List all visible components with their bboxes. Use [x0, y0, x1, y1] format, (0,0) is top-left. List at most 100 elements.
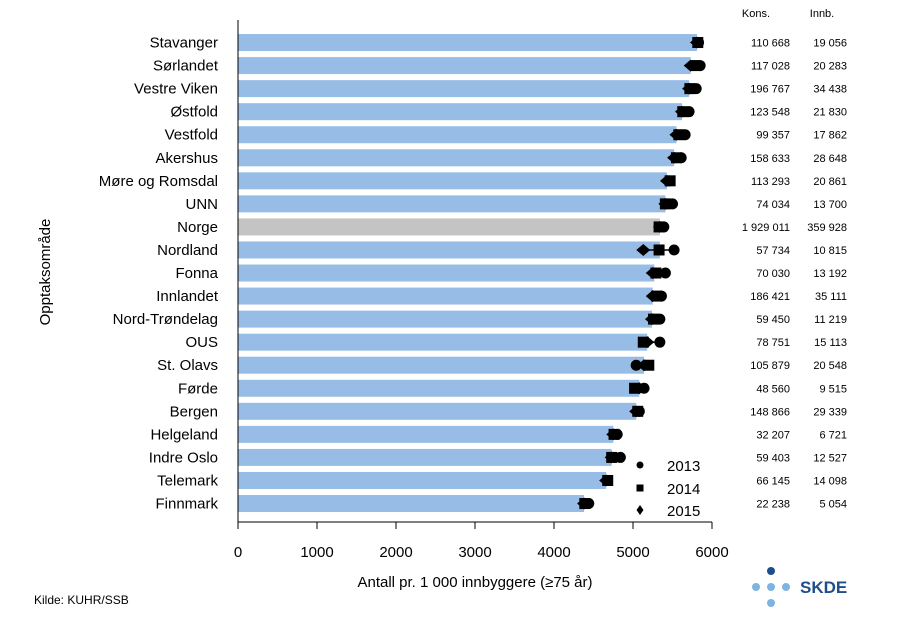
bar-5 [238, 149, 675, 167]
marker-2014-9 [653, 244, 665, 256]
category-label-12: Nord-Trøndelag [113, 311, 218, 328]
marker-2015-15 [632, 382, 647, 395]
table-cell-kons-14: 105 879 [750, 360, 790, 372]
bar-16 [238, 402, 637, 420]
marker-2015-4 [669, 128, 684, 141]
table-cell-kons-11: 186 421 [750, 291, 790, 303]
x-axis-label: Antall pr. 1 000 innbyggere (≥75 år) [357, 574, 592, 591]
logo-dot-top [767, 567, 775, 575]
table-cell-kons-15: 48 560 [756, 383, 790, 395]
table-cell-kons-5: 158 633 [750, 153, 790, 165]
category-label-6: Møre og Romsdal [99, 173, 218, 190]
table-cell-innb-17: 6 721 [819, 429, 847, 441]
table-cell-kons-1: 117 028 [751, 61, 790, 73]
table-cell-innb-18: 12 527 [813, 452, 847, 464]
logo-dot-right [782, 583, 790, 591]
table-cell-kons-3: 123 548 [750, 107, 790, 119]
legend-marker-2014 [636, 484, 644, 492]
bar-20 [238, 495, 585, 513]
table-cell-kons-20: 22 238 [756, 499, 790, 511]
table-cell-innb-10: 13 192 [813, 268, 847, 280]
marker-2013-10 [659, 267, 671, 279]
table-cell-innb-5: 28 648 [813, 153, 847, 165]
marker-2015-0 [689, 36, 704, 49]
bar-15 [238, 379, 640, 397]
bar-13 [238, 333, 648, 351]
x-tick-label-2: 2000 [379, 544, 412, 561]
table-cell-kons-6: 113 293 [751, 176, 790, 188]
table-cell-kons-12: 59 450 [756, 314, 790, 326]
marker-2013-13 [654, 336, 666, 348]
table-cell-innb-11: 35 111 [815, 291, 847, 303]
bars-group [238, 34, 697, 513]
table-cell-innb-14: 20 548 [813, 360, 847, 372]
marker-2015-6 [659, 174, 674, 187]
source-note: Kilde: KUHR/SSB [34, 593, 129, 607]
bar-14 [238, 356, 645, 374]
category-label-2: Vestre Viken [134, 81, 218, 98]
category-label-17: Helgeland [150, 426, 218, 443]
table-cell-innb-1: 20 283 [813, 61, 847, 73]
category-label-3: Østfold [170, 104, 218, 121]
table-cell-innb-16: 29 339 [813, 406, 847, 418]
table-cell-kons-9: 57 734 [756, 245, 790, 257]
bar-1 [238, 57, 691, 75]
marker-2015-14 [637, 359, 652, 372]
legend-label-2013: 2013 [667, 458, 700, 475]
marker-2013-18 [614, 451, 626, 463]
category-label-8: Norge [177, 219, 218, 236]
table-cell-innb-9: 10 815 [813, 245, 847, 257]
table-header-kons: Kons. [742, 8, 770, 20]
table-cell-kons-19: 66 145 [756, 475, 790, 487]
bar-11 [238, 287, 653, 305]
table-header-innb: Innb. [810, 8, 834, 20]
bar-9 [238, 241, 660, 259]
marker-2015-5 [667, 151, 682, 164]
bar-7 [238, 195, 666, 213]
table-cell-kons-16: 148 866 [750, 406, 790, 418]
table-cell-innb-3: 21 830 [813, 107, 847, 119]
marker-2015-8 [652, 220, 667, 233]
data-table: 110 668 19 056 117 028 20 283 196 767 34 438 1… [742, 38, 847, 511]
bar-17 [238, 425, 614, 443]
legend-marker-2013 [636, 461, 644, 469]
table-cell-kons-13: 78 751 [756, 337, 790, 349]
marker-2015-9 [636, 243, 651, 256]
skde-logo: SKDE [752, 567, 847, 607]
table-cell-kons-7: 74 034 [756, 199, 790, 211]
y-axis-label: Opptaksområde [37, 219, 54, 326]
table-cell-innb-4: 17 862 [813, 130, 847, 142]
category-label-13: OUS [185, 334, 218, 351]
marker-2015-2 [682, 82, 697, 95]
bar-8 [238, 218, 660, 236]
table-cell-kons-18: 59 403 [756, 452, 790, 464]
category-label-4: Vestfold [165, 127, 218, 144]
category-label-1: Sørlandet [153, 58, 219, 75]
category-label-10: Fonna [175, 265, 218, 282]
x-tick-label-0: 0 [234, 544, 242, 561]
x-tick-label-3: 3000 [458, 544, 491, 561]
table-cell-kons-0: 110 668 [751, 38, 790, 50]
bar-3 [238, 103, 682, 121]
category-label-5: Akershus [155, 150, 218, 167]
category-label-19: Telemark [157, 472, 218, 489]
marker-2015-20 [577, 497, 592, 510]
table-cell-kons-2: 196 767 [750, 84, 790, 96]
logo-dot-center [767, 583, 775, 591]
table-cell-innb-0: 19 056 [813, 38, 847, 50]
table-cell-innb-7: 13 700 [813, 199, 847, 211]
category-label-16: Bergen [170, 403, 218, 420]
table-cell-innb-19: 14 098 [813, 475, 847, 487]
table-cell-innb-15: 9 515 [819, 383, 847, 395]
marker-2013-9 [668, 244, 680, 256]
marker-2015-17 [606, 428, 621, 441]
x-tick-label-4: 4000 [537, 544, 570, 561]
category-label-15: Førde [178, 380, 218, 397]
bar-12 [238, 310, 652, 328]
bar-10 [238, 264, 655, 282]
legend-label-2014: 2014 [667, 481, 700, 498]
category-label-14: St. Olavs [157, 357, 218, 374]
marker-2015-16 [629, 405, 644, 418]
bar-4 [238, 126, 677, 144]
